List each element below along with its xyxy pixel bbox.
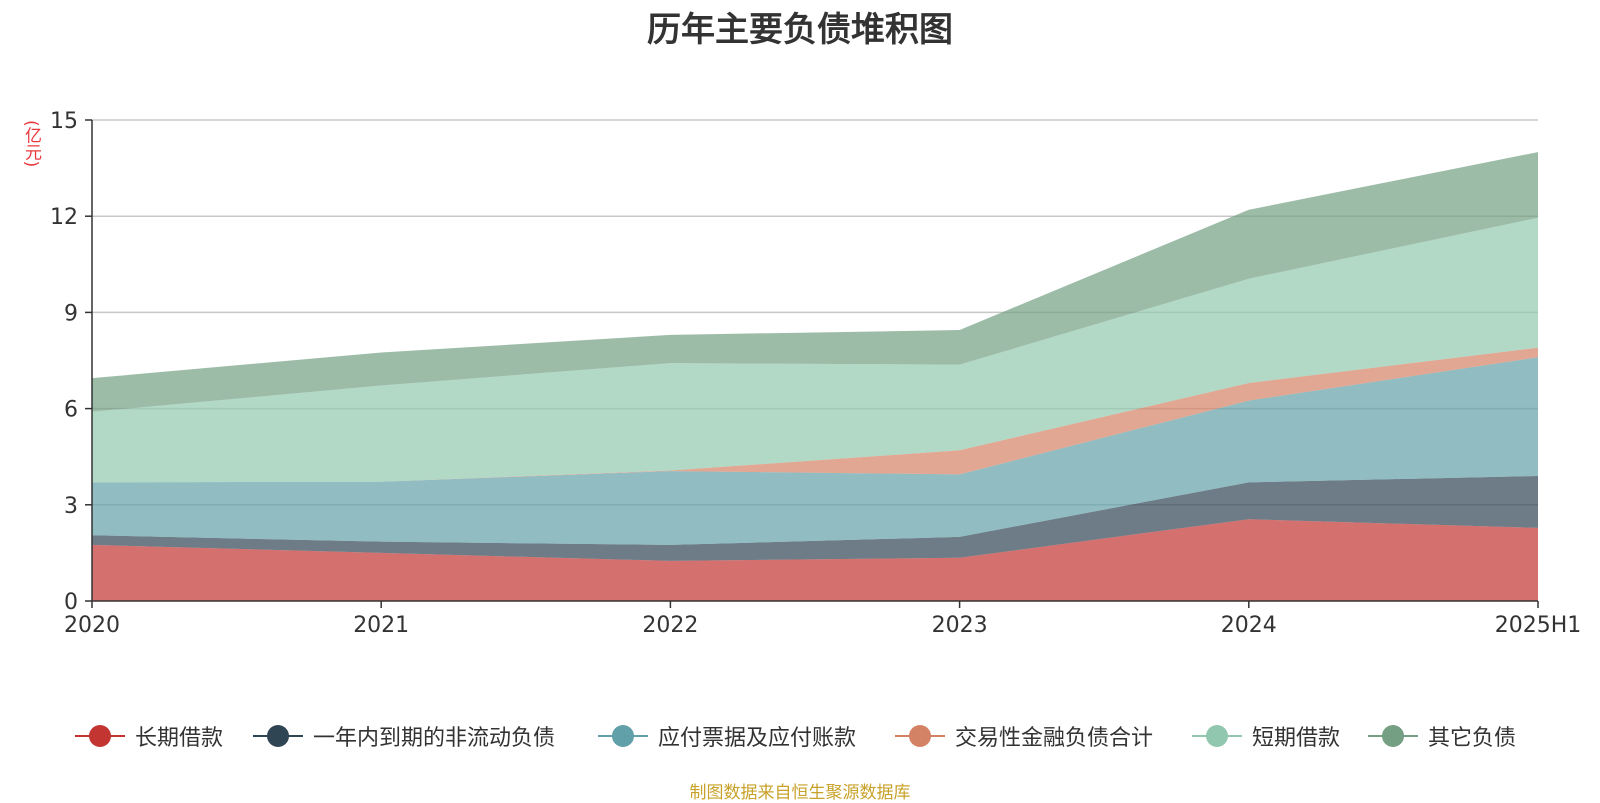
area-series xyxy=(92,152,1538,601)
y-tick-label: 9 xyxy=(64,301,78,326)
legend-marker-icon xyxy=(598,718,648,754)
area-series-4 xyxy=(92,217,1538,483)
x-tick-label: 2024 xyxy=(1221,613,1277,638)
legend-label: 应付票据及应付账款 xyxy=(658,726,857,751)
source-note: 制图数据来自恒生聚源数据库 xyxy=(689,783,911,803)
y-tick-label: 6 xyxy=(64,398,78,423)
area-series-5 xyxy=(92,152,1538,412)
legend-item-2[interactable]: 应付票据及应付账款 xyxy=(598,718,856,754)
legend-marker-icon xyxy=(1192,718,1242,754)
tick-labels: 0 3 6 9 12 15 2020 2021 2022 2023 2024 2025H1 xyxy=(50,109,1581,638)
legend-item-4[interactable]: 短期借款 xyxy=(1192,718,1340,754)
legend-label: 其它负债 xyxy=(1428,726,1517,751)
y-tick-label: 12 xyxy=(50,205,78,230)
y-tick-label: 0 xyxy=(64,590,78,615)
axes xyxy=(85,119,1539,608)
stacked-area-chart: 0 3 6 9 12 15 2020 2021 2022 2023 2024 2025H1 xyxy=(50,109,1581,638)
legend-item-5[interactable]: 其它负债 xyxy=(1368,718,1516,754)
legend-marker-icon xyxy=(253,718,303,754)
y-tick-label: 15 xyxy=(50,109,78,134)
x-tick-label: 2022 xyxy=(642,613,698,638)
legend-label: 交易性金融负债合计 xyxy=(955,726,1154,751)
area-series-2 xyxy=(92,357,1538,545)
legend-item-3[interactable]: 交易性金融负债合计 xyxy=(895,718,1153,754)
legend-label: 长期借款 xyxy=(135,726,224,751)
x-tick-label: 2021 xyxy=(353,613,409,638)
y-tick-label: 3 xyxy=(64,494,78,519)
legend: 长期借款 一年内到期的非流动负债 应付票据及应付账款 交易性金融负债合计 短期借款 其它负… xyxy=(0,718,1600,754)
legend-item-1[interactable]: 一年内到期的非流动负债 xyxy=(253,718,555,754)
legend-label: 一年内到期的非流动负债 xyxy=(313,726,556,751)
x-tick-label: 2025H1 xyxy=(1495,613,1582,638)
legend-marker-icon xyxy=(1368,718,1418,754)
area-series-0 xyxy=(92,519,1538,601)
area-series-1 xyxy=(92,475,1538,561)
legend-item-0[interactable]: 长期借款 xyxy=(75,718,223,754)
legend-marker-icon xyxy=(75,718,125,754)
legend-marker-icon xyxy=(895,718,945,754)
y-axis-unit-label: (亿元) xyxy=(21,120,41,168)
chart-title: 历年主要负债堆积图 xyxy=(647,10,953,50)
x-tick-label: 2020 xyxy=(64,613,120,638)
x-tick-label: 2023 xyxy=(932,613,988,638)
legend-label: 短期借款 xyxy=(1252,726,1341,751)
